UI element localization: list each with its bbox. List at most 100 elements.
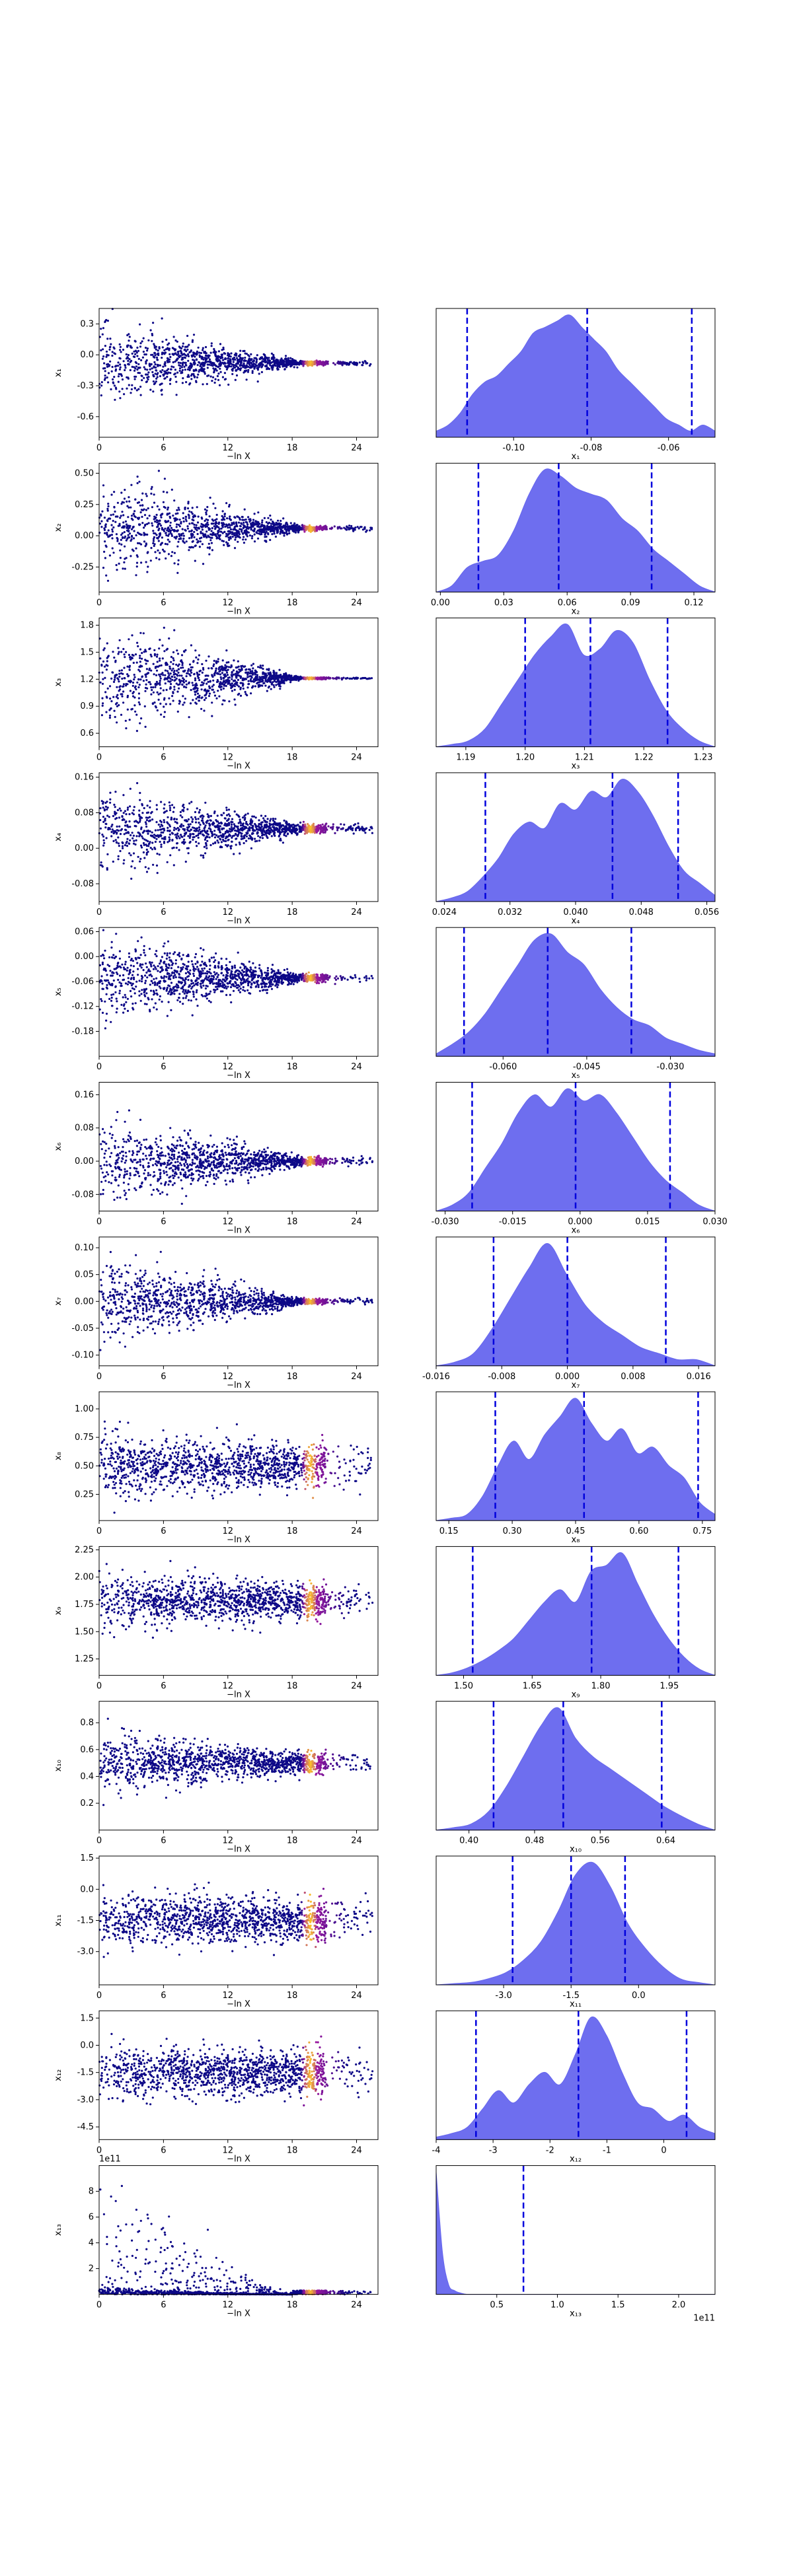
scatter-point [337,676,340,679]
scatter-point [160,524,163,527]
scatter-point [137,363,140,365]
scatter-point [285,522,287,525]
scatter-point [139,523,141,526]
scatter-point [212,684,215,686]
scatter-point [153,518,155,520]
scatter-point [171,551,174,554]
scatter-point [161,657,164,660]
scatter-point [214,841,217,844]
scatter-point [293,530,295,533]
scatter-point [114,365,117,368]
scatter-point [162,501,165,503]
scatter-point [343,526,346,529]
scatter-point [257,825,260,828]
scatter-point [196,687,199,690]
scatter-point [135,375,137,378]
scatter-point [275,527,278,530]
scatter-point [266,674,268,677]
scatter-point [140,717,143,720]
scatter-point [151,689,153,692]
scatter-point [161,340,164,343]
scatter-point [166,491,169,494]
scatter-point [188,343,190,346]
scatter-point [173,818,176,821]
scatter-point [168,697,170,699]
scatter-point [254,826,257,828]
scatter-point [326,363,329,365]
scatter-point [134,361,137,363]
scatter-point [219,682,221,686]
scatter-point [245,693,247,696]
scatter-point [118,368,121,371]
scatter-point [159,639,161,641]
scatter-point [172,810,174,813]
scatter-point [336,829,339,832]
scatter-point [130,359,133,363]
x-tick-label: 24 [351,443,362,453]
scatter-point [108,717,111,719]
scatter-point [123,497,126,500]
scatter-point [100,513,102,516]
scatter-point [131,707,133,710]
scatter-point [262,664,264,667]
scatter-point [250,692,252,695]
scatter-point [219,838,221,840]
scatter-point [182,342,184,345]
scatter-point [225,368,228,371]
scatter-point [188,716,190,719]
scatter-point [127,376,130,379]
scatter-point [170,683,172,686]
x-tick-label: 6 [161,753,166,763]
scatter-point [106,376,108,379]
scatter-point [173,679,176,682]
scatter-point [104,676,106,679]
scatter-point [163,821,166,824]
scatter-point [106,509,109,512]
scatter-point [101,333,104,336]
scatter-point [206,813,209,816]
scatter-point [219,666,221,668]
scatter-point [225,679,228,682]
scatter-point [221,665,223,668]
scatter-point [178,683,181,686]
scatter-point [135,547,137,550]
scatter-point [245,366,248,369]
scatter-point [274,832,276,834]
scatter-point [100,381,103,384]
scatter-point [119,397,122,400]
scatter-point [139,722,141,725]
scatter-point [250,353,252,356]
scatter-point [198,526,200,529]
scatter-point [171,695,174,698]
scatter-point [139,860,141,863]
scatter-point [217,680,219,683]
scatter-point [212,503,215,505]
scatter-point [99,827,102,830]
scatter-point [141,515,143,519]
scatter-point [280,528,282,531]
scatter-point [141,522,144,524]
scatter-point [145,561,147,563]
scatter-point [106,806,109,809]
scatter-point [274,818,277,820]
scatter-point [275,684,278,686]
scatter-point [205,518,208,520]
scatter-point [171,353,174,355]
scatter-point [267,367,270,369]
scatter-point [126,694,129,698]
x-tick-label: 0.12 [685,598,704,608]
scatter-point [182,681,185,684]
scatter-point [181,382,184,384]
scatter-point [211,380,213,382]
scatter-point [192,660,195,662]
scatter-point [231,367,235,370]
scatter-point [350,524,353,528]
scatter-point [139,385,142,388]
scatter-point [227,530,229,533]
scatter-point [292,676,295,679]
scatter-point [124,364,126,367]
scatter-point [249,680,252,682]
scatter-point [332,362,335,365]
scatter-point [208,655,210,658]
